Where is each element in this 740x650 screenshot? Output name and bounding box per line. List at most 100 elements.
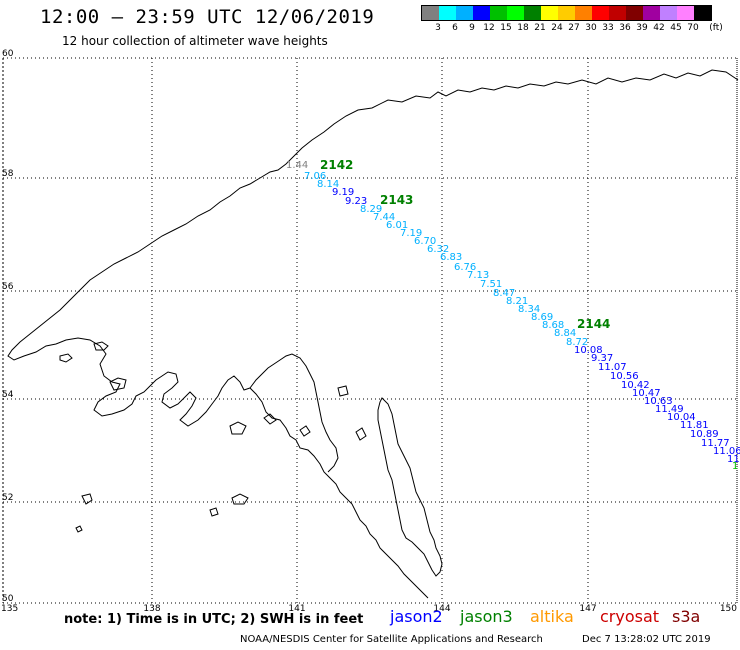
- island-7: [209, 507, 219, 517]
- wave-height-label: 8.84: [554, 328, 576, 339]
- footer-note: note: 1) Time is in UTC; 2) SWH is in fe…: [64, 612, 364, 627]
- wave-height-label: 6.70: [414, 236, 436, 247]
- scale-swatch: [439, 6, 456, 20]
- wave-height-label: 8.47: [493, 288, 515, 299]
- wave-height-label: 6.32: [427, 244, 449, 255]
- wave-height-label: 10.08: [574, 345, 603, 356]
- island-8: [263, 413, 277, 425]
- scale-label: 45: [670, 23, 682, 33]
- island-11: [337, 385, 349, 397]
- generated-timestamp: Dec 7 13:28:02 UTC 2019: [582, 634, 711, 645]
- wave-height-label: 11.81: [680, 420, 709, 431]
- longitude-label: 150: [720, 604, 737, 614]
- island-12: [355, 427, 367, 441]
- color-scale-legend: 3 6 9 12 15 18 21 24 27 30 33 36 39 42 45 70 (ft): [421, 5, 723, 35]
- scale-swatch: [541, 6, 558, 20]
- scale-swatch: [694, 6, 711, 20]
- scale-swatch: [643, 6, 660, 20]
- scale-swatch: [626, 6, 643, 20]
- scale-label: 6: [452, 23, 458, 33]
- scale-label: 42: [653, 23, 665, 33]
- wave-height-label: 11.06: [713, 446, 740, 457]
- wave-height-label: 6.01: [386, 220, 408, 231]
- wave-height-label: 10.63: [644, 396, 673, 407]
- island-10: [75, 525, 83, 533]
- wave-height-label: 6.83: [440, 252, 462, 263]
- satellite-legend-jason2: jason2: [390, 607, 443, 626]
- scale-label: 30: [585, 23, 597, 33]
- latitude-label: 58: [2, 169, 14, 179]
- wave-height-label: 11.: [727, 454, 740, 465]
- scale-swatch: [677, 6, 694, 20]
- longitude-label: 138: [143, 604, 160, 614]
- longitude-label: 147: [579, 604, 596, 614]
- coastline-mainland: [7, 69, 739, 599]
- scale-label: 36: [619, 23, 631, 33]
- wave-height-label: 7.51: [480, 279, 502, 290]
- latitude-label: 52: [2, 493, 13, 503]
- island-5: [231, 493, 249, 505]
- coastline-bay: [249, 353, 339, 473]
- color-scale-labels: 3 6 9 12 15 18 21 24 27 30 33 36 39 42 45 70 (ft): [421, 21, 723, 35]
- scale-swatch: [609, 6, 626, 20]
- wave-height-label: 1.44: [286, 160, 308, 171]
- wave-height-label: 7.44: [373, 212, 395, 223]
- wave-height-label: 9.37: [591, 353, 613, 364]
- observation-labels: 1.447.068.149.199.238.297.446.017.196.70…: [286, 160, 740, 472]
- wave-height-label: 8.34: [518, 304, 540, 315]
- scale-swatch: [456, 6, 473, 20]
- satellite-legend-altika: altika: [530, 607, 574, 626]
- wave-height-label: 11.49: [655, 404, 684, 415]
- scale-label: 9: [469, 23, 475, 33]
- pass-labels: 2142 2143 2144: [320, 158, 610, 331]
- satellite-legend-s3a: s3a: [672, 607, 701, 626]
- latitude-label: 60: [2, 49, 14, 59]
- latitude-label: 50: [2, 594, 14, 604]
- island-1: [93, 341, 109, 351]
- wave-height-label: 7.06: [304, 171, 326, 182]
- wave-height-label: 11.07: [598, 362, 627, 373]
- wave-height-label: 10.89: [690, 429, 719, 440]
- satellite-legend-jason3: jason3: [460, 607, 513, 626]
- latitude-label: 54: [2, 390, 14, 400]
- island-9: [299, 425, 311, 437]
- scale-label: 27: [568, 23, 580, 33]
- scale-swatch: [422, 6, 439, 20]
- pass-number-label: 2143: [380, 193, 413, 207]
- wave-height-label: 10.47: [632, 388, 661, 399]
- scale-swatch: [490, 6, 507, 20]
- scale-swatch: [473, 6, 490, 20]
- wave-height-label: 8.14: [317, 179, 339, 190]
- wave-height-label: 1: [732, 461, 738, 472]
- scale-label: (ft): [709, 23, 723, 33]
- scale-label: 3: [435, 23, 441, 33]
- longitude-label: 144: [433, 604, 450, 614]
- scale-label: 39: [636, 23, 648, 33]
- scale-label: 21: [534, 23, 546, 33]
- island-6: [81, 493, 93, 505]
- map-frame: [2, 57, 738, 604]
- scale-label: 70: [687, 23, 699, 33]
- scale-swatch: [524, 6, 541, 20]
- scale-label: 18: [517, 23, 529, 33]
- wave-height-label: 8.72: [566, 337, 588, 348]
- longitude-label: 135: [1, 604, 18, 614]
- coastline: [7, 69, 739, 599]
- wave-height-label: 6.76: [454, 262, 476, 273]
- scale-swatch: [558, 6, 575, 20]
- pass-number-label: 2144: [577, 317, 610, 331]
- wave-height-label: 9.19: [332, 187, 354, 198]
- page-title: 12:00 – 23:59 UTC 12/06/2019: [40, 6, 375, 28]
- wave-height-label: 8.69: [531, 312, 553, 323]
- latitude-label: 56: [2, 282, 14, 292]
- scale-label: 15: [500, 23, 512, 33]
- satellite-legend-cryosat: cryosat: [600, 607, 660, 626]
- longitude-label: 141: [288, 604, 305, 614]
- scale-swatch: [575, 6, 592, 20]
- scale-swatch: [592, 6, 609, 20]
- pass-number-label: 2142: [320, 158, 353, 172]
- page-subtitle: 12 hour collection of altimeter wave hei…: [62, 34, 328, 48]
- wave-height-label: 10.56: [610, 371, 639, 382]
- island-4: [229, 421, 247, 435]
